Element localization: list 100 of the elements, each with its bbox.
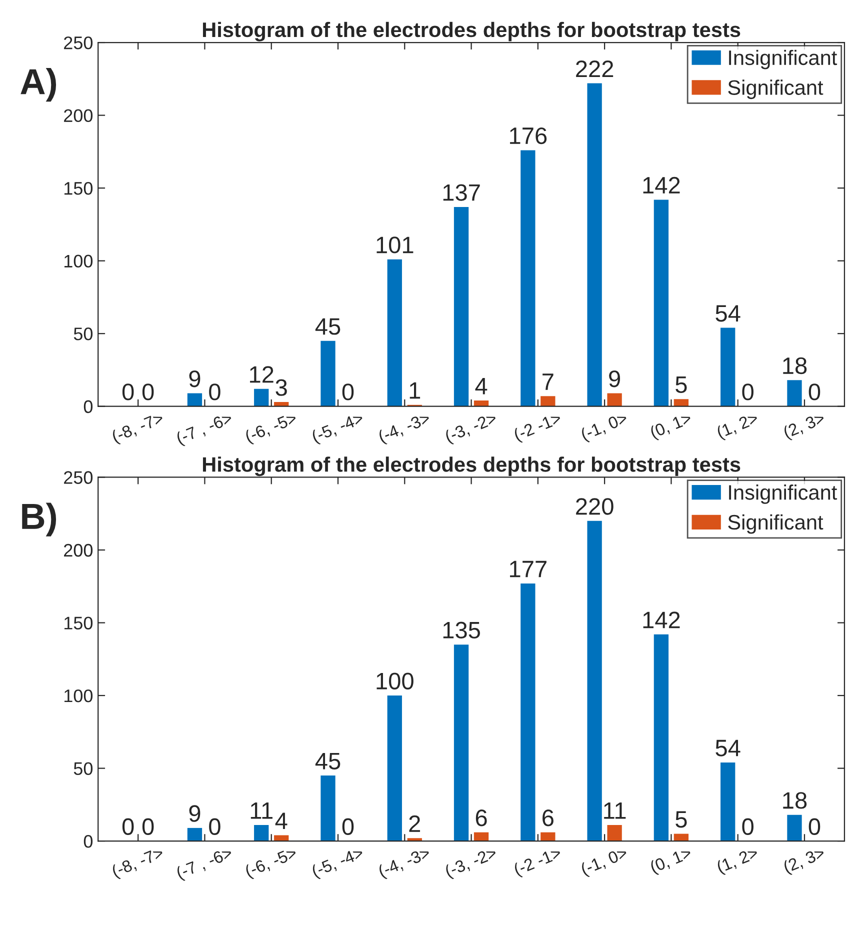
data-label: 137 xyxy=(443,184,480,201)
data-label: 12 xyxy=(250,366,274,383)
data-label: 5 xyxy=(676,376,687,394)
data-label: 18 xyxy=(783,792,807,809)
x-tick-label: (0, 1> xyxy=(649,846,694,876)
bar xyxy=(474,400,489,406)
bar xyxy=(520,150,536,406)
data-label: 9 xyxy=(189,370,200,388)
data-label: 9 xyxy=(189,805,200,822)
data-label: 0 xyxy=(808,818,820,835)
x-tick-label: (-8, -7> xyxy=(111,846,166,880)
legend-label: Significant xyxy=(728,80,824,100)
bar xyxy=(654,634,669,842)
data-label: 0 xyxy=(742,818,754,835)
y-tick-label: 200 xyxy=(64,544,93,557)
x-tick-label: (2, 3> xyxy=(782,846,827,876)
x-tick-label: (-1, 0> xyxy=(580,412,630,444)
x-tick-label: (-8, -7> xyxy=(111,412,166,446)
data-label: 0 xyxy=(209,818,220,835)
data-label: 45 xyxy=(315,753,340,770)
data-label: 45 xyxy=(315,318,340,335)
x-tick-label: (-7 , -6> xyxy=(176,846,234,882)
data-label: 0 xyxy=(342,818,354,835)
bar xyxy=(720,762,736,842)
data-label: 0 xyxy=(142,384,154,400)
x-tick-label: (-6, -5> xyxy=(244,846,299,880)
y-tick-label: 100 xyxy=(64,254,93,268)
bar xyxy=(320,340,336,406)
x-tick-label: (1, 2> xyxy=(716,846,760,876)
data-label: 4 xyxy=(475,378,488,394)
chart-title: Histogram of the electrodes depths for bootstrap tests xyxy=(202,456,740,476)
bar xyxy=(720,328,736,406)
x-tick-label: (0, 1> xyxy=(649,412,694,442)
legend-label: Insignificant xyxy=(729,484,838,504)
data-label: 176 xyxy=(510,127,547,144)
data-label: 0 xyxy=(142,818,154,835)
bar xyxy=(607,393,622,406)
y-tick-label: 200 xyxy=(64,109,93,122)
data-label: 7 xyxy=(542,374,554,390)
bar xyxy=(520,583,536,842)
data-label: 135 xyxy=(443,622,480,639)
data-label: 0 xyxy=(122,818,134,835)
bar xyxy=(187,828,202,842)
bar xyxy=(274,402,289,406)
bar xyxy=(387,259,402,406)
y-tick-label: 50 xyxy=(74,762,93,776)
legend-label: Insignificant xyxy=(729,50,838,70)
y-tick-label: 250 xyxy=(64,471,93,484)
data-label: 0 xyxy=(209,384,220,400)
data-label: 54 xyxy=(716,740,740,756)
data-label: 0 xyxy=(808,384,820,400)
x-tick-label: (-3, -2> xyxy=(444,846,499,880)
x-tick-label: (-5, -4> xyxy=(310,412,366,446)
bar xyxy=(540,396,556,406)
text: B) xyxy=(22,502,56,536)
y-tick-label: 100 xyxy=(64,689,93,702)
bar xyxy=(787,380,802,406)
bar xyxy=(254,388,269,406)
data-label: 6 xyxy=(476,810,487,826)
data-label: 142 xyxy=(643,176,680,194)
data-label: 4 xyxy=(275,812,288,829)
data-label: 11 xyxy=(250,802,272,819)
x-tick-label: (1, 2> xyxy=(716,412,760,442)
y-tick-label: 150 xyxy=(64,182,93,195)
data-label: 2 xyxy=(409,815,420,832)
data-label: 3 xyxy=(276,379,287,396)
data-label: 1 xyxy=(410,382,420,399)
x-tick-label: (-2 -1> xyxy=(513,846,564,878)
y-tick-label: 0 xyxy=(84,400,93,414)
data-label: 9 xyxy=(609,370,620,388)
bar xyxy=(254,825,269,842)
data-label: 101 xyxy=(376,236,414,254)
data-label: 54 xyxy=(716,305,740,322)
legend-label: Significant xyxy=(728,514,824,534)
bar xyxy=(454,644,469,842)
bar xyxy=(474,832,489,842)
x-tick-label: (-2 -1> xyxy=(513,412,564,444)
bar xyxy=(274,835,289,842)
text: A) xyxy=(20,68,56,102)
data-label: 0 xyxy=(742,384,754,400)
data-label: 142 xyxy=(643,612,680,628)
x-tick-label: (-7 , -6> xyxy=(176,412,234,448)
y-tick-label: 150 xyxy=(64,616,93,630)
bar xyxy=(387,696,402,842)
bar xyxy=(320,776,336,842)
y-tick-label: 250 xyxy=(64,36,93,50)
x-tick-label: (-5, -4> xyxy=(310,846,366,880)
data-label: 222 xyxy=(576,60,614,77)
y-tick-label: 50 xyxy=(74,328,93,340)
bar xyxy=(187,393,202,406)
data-label: 220 xyxy=(576,498,614,515)
bar xyxy=(540,832,556,842)
y-tick-label: 0 xyxy=(84,834,93,848)
bar xyxy=(587,83,602,406)
chart-title: Histogram of the electrodes depths for bootstrap tests xyxy=(202,22,740,42)
data-label: 18 xyxy=(783,357,807,374)
bar xyxy=(607,825,622,842)
x-tick-label: (-4, -3> xyxy=(378,412,432,446)
x-tick-label: (-3, -2> xyxy=(444,412,499,446)
data-label: 6 xyxy=(542,810,554,826)
